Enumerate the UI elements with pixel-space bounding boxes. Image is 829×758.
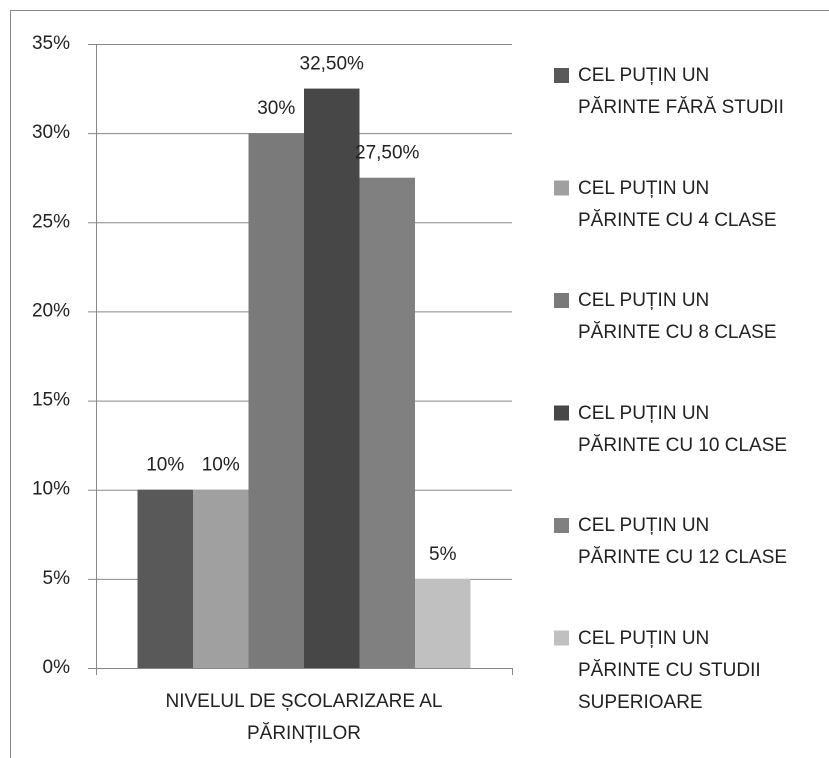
legend-swatch [554,68,569,83]
legend-swatch [554,405,569,421]
y-tick-label: 5% [43,568,71,589]
chart-border [10,10,829,758]
legend-label: CEL PUȚIN UN PĂRINTE CU 4 CLASE [578,177,777,231]
data-label: 30% [257,98,295,119]
y-tick-label: 0% [43,657,71,678]
data-label: 10% [202,455,240,476]
bar [415,578,471,668]
y-tick-label: 25% [32,211,70,232]
bar [304,88,360,669]
bar [248,133,304,669]
legend-swatch [554,180,569,196]
data-label: 10% [146,455,184,476]
x-tick-label: NIVELUL DE ȘCOLARIZARE AL PĂRINȚILOR [165,691,443,744]
data-label: 32,50% [300,54,365,75]
legend-swatch [554,630,569,646]
legend-swatch [554,518,569,533]
legend-label: CEL PUȚIN UN PĂRINTE CU STUDII SUPERIOAR… [578,627,761,713]
bar [359,177,415,668]
legend-label: CEL PUȚIN UN PĂRINTE CU 8 CLASE [578,290,777,343]
y-tick-label: 15% [32,390,70,411]
data-label: 27,50% [355,143,420,164]
legend-swatch [554,293,569,308]
data-label: 5% [429,544,457,565]
y-tick-label: 30% [32,122,70,143]
y-tick-label: 10% [32,479,70,500]
y-tick-label: 20% [32,300,70,321]
legend-label: CEL PUȚIN UN PĂRINTE CU 12 CLASE [578,515,788,568]
bar [193,489,249,668]
bar [137,489,193,668]
legend-label: CEL PUȚIN UN PĂRINTE FĂRĂ STUDII [578,65,784,118]
y-tick-label: 35% [32,33,70,54]
legend-label: CEL PUȚIN UN PĂRINTE CU 10 CLASE [578,402,788,456]
